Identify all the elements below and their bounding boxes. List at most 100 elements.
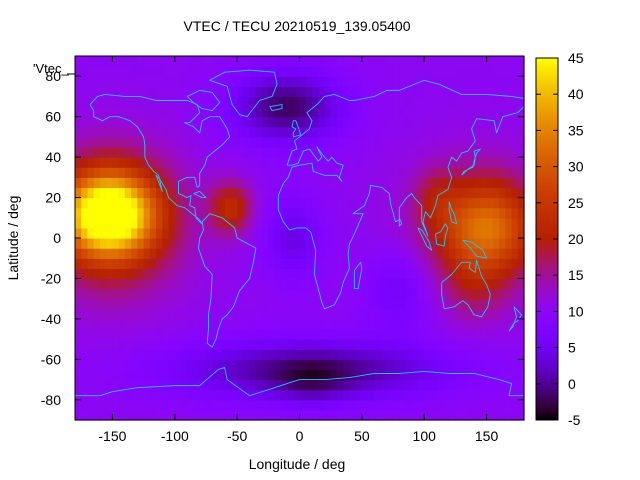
heatmap-cell xyxy=(205,167,213,178)
heatmap-cell xyxy=(380,197,388,209)
heatmap-cell xyxy=(405,106,413,118)
colorbar-tick-label: 45 xyxy=(568,50,584,66)
heatmap-cell xyxy=(87,298,95,310)
heatmap-cell xyxy=(492,116,500,128)
heatmap-cell xyxy=(156,177,163,189)
heatmap-cell xyxy=(505,278,513,290)
heatmap-cell xyxy=(199,227,207,239)
heatmap-cell xyxy=(374,359,382,371)
heatmap-cell xyxy=(249,177,257,189)
heatmap-cell xyxy=(237,177,244,189)
heatmap-cell xyxy=(492,96,500,108)
heatmap-cell xyxy=(293,157,301,168)
heatmap-cell xyxy=(499,399,506,411)
heatmap-cell xyxy=(343,217,350,229)
heatmap-cell xyxy=(218,66,226,77)
heatmap-cell xyxy=(187,136,195,148)
heatmap-cell xyxy=(268,258,276,269)
heatmap-cell xyxy=(330,329,338,340)
heatmap-cell xyxy=(81,329,89,340)
heatmap-cell xyxy=(330,409,338,421)
heatmap-cell xyxy=(424,349,432,360)
heatmap-cell xyxy=(480,379,488,391)
heatmap-cell xyxy=(255,197,263,209)
heatmap-cell xyxy=(156,298,163,310)
heatmap-cell xyxy=(181,329,188,340)
heatmap-cell xyxy=(87,308,95,320)
heatmap-cell xyxy=(505,329,513,340)
heatmap-cell xyxy=(168,389,176,401)
heatmap-cell xyxy=(156,76,163,87)
heatmap-cell xyxy=(124,227,132,239)
heatmap-cell xyxy=(243,227,251,239)
heatmap-cell xyxy=(131,187,138,199)
heatmap-cell xyxy=(480,116,488,128)
heatmap-cell xyxy=(131,197,138,209)
heatmap-cell xyxy=(193,399,201,411)
heatmap-cell xyxy=(405,227,413,239)
heatmap-cell xyxy=(87,66,95,77)
heatmap-cell xyxy=(486,339,494,350)
heatmap-cell xyxy=(249,126,257,138)
heatmap-cell xyxy=(168,76,176,87)
heatmap-cell xyxy=(249,227,257,239)
heatmap-cell xyxy=(417,66,425,77)
heatmap-cell xyxy=(442,268,450,280)
heatmap-cell xyxy=(118,136,126,148)
heatmap-cell xyxy=(318,197,326,209)
heatmap-cell xyxy=(268,197,276,209)
heatmap-cell xyxy=(349,409,357,421)
heatmap-cell xyxy=(230,389,238,401)
heatmap-cell xyxy=(311,238,319,249)
heatmap-cell xyxy=(361,157,369,168)
heatmap-cell xyxy=(424,369,432,381)
heatmap-cell xyxy=(430,147,438,158)
heatmap-cell xyxy=(424,56,432,67)
heatmap-cell xyxy=(99,207,107,219)
heatmap-cell xyxy=(505,379,513,391)
heatmap-cell xyxy=(368,187,375,199)
heatmap-cell xyxy=(330,136,338,148)
heatmap-cell xyxy=(311,409,319,421)
heatmap-cell xyxy=(224,56,232,67)
heatmap-cell xyxy=(212,76,220,87)
coastline-borneo xyxy=(435,223,449,247)
heatmap-cell xyxy=(386,369,394,381)
heatmap-cell xyxy=(124,56,132,67)
heatmap-cell xyxy=(162,197,170,209)
heatmap-cell xyxy=(349,339,357,350)
heatmap-cell xyxy=(424,379,432,391)
heatmap-cell xyxy=(492,248,500,259)
heatmap-cell xyxy=(386,288,394,300)
heatmap-cell xyxy=(168,157,176,168)
heatmap-cell xyxy=(287,86,294,98)
heatmap-cell xyxy=(199,86,207,98)
heatmap-cell xyxy=(368,217,375,229)
heatmap-cell xyxy=(118,258,126,269)
heatmap-cell xyxy=(93,248,101,259)
heatmap-cell xyxy=(430,96,438,108)
heatmap-cell xyxy=(355,136,363,148)
heatmap-cell xyxy=(81,409,89,421)
heatmap-cell xyxy=(511,389,519,401)
heatmap-cell xyxy=(405,217,413,229)
heatmap-cell xyxy=(99,106,107,118)
heatmap-cell xyxy=(324,359,332,371)
heatmap-cell xyxy=(262,227,269,239)
heatmap-cell xyxy=(280,339,288,350)
heatmap-cell xyxy=(187,76,195,87)
heatmap-cell xyxy=(374,76,382,87)
heatmap-cell xyxy=(156,349,163,360)
heatmap-cell xyxy=(280,399,288,411)
heatmap-cell xyxy=(411,197,419,209)
heatmap-cell xyxy=(399,288,407,300)
heatmap-cell xyxy=(293,389,301,401)
heatmap-cell xyxy=(405,167,413,178)
heatmap-cell xyxy=(355,106,363,118)
heatmap-cell xyxy=(336,399,344,411)
heatmap-cell xyxy=(212,116,220,128)
heatmap-cell xyxy=(449,288,457,300)
heatmap-cell xyxy=(461,177,469,189)
heatmap-cell xyxy=(230,238,238,249)
